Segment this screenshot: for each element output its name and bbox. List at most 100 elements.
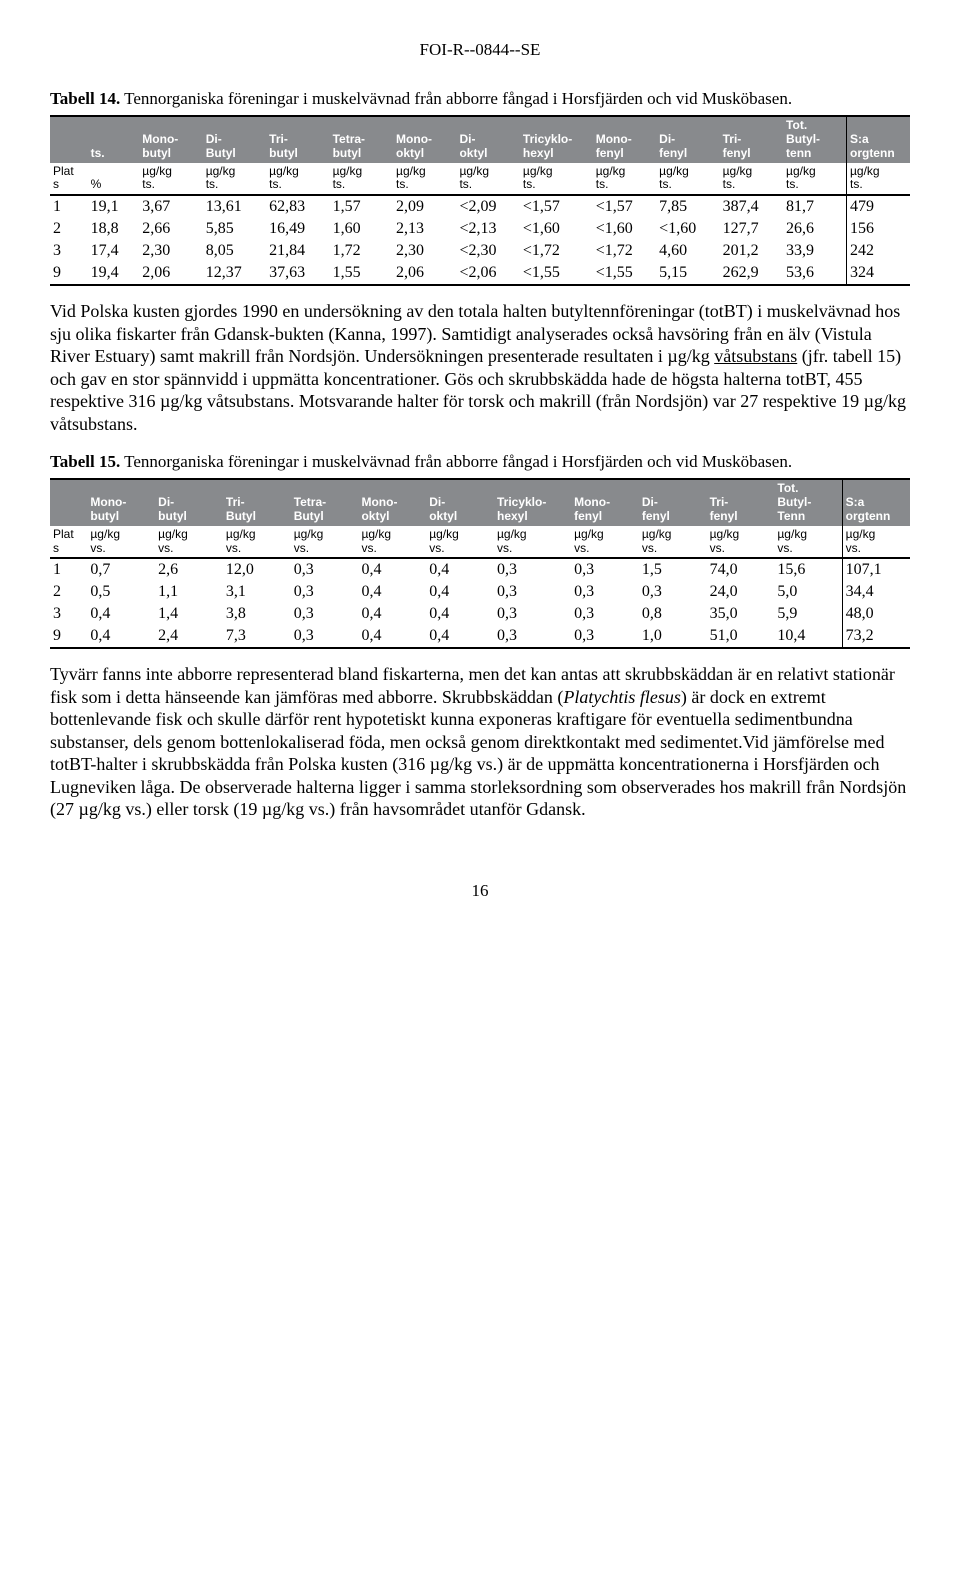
paragraph-1: Vid Polska kusten gjordes 1990 en unders… bbox=[50, 300, 910, 435]
cell: 1,4 bbox=[155, 603, 223, 625]
cell: 37,63 bbox=[266, 262, 329, 285]
cell: 387,4 bbox=[720, 195, 783, 218]
table15-plat-label: Plats bbox=[50, 526, 87, 559]
table15-col-header: Mono-oktyl bbox=[358, 479, 426, 525]
table14-percent: % bbox=[88, 163, 140, 196]
table14-col-header: Di-Butyl bbox=[203, 116, 266, 162]
cell: 4,60 bbox=[656, 240, 719, 262]
cell: 201,2 bbox=[720, 240, 783, 262]
cell: 81,7 bbox=[783, 195, 846, 218]
cell: <1,60 bbox=[520, 218, 593, 240]
table15-header-row: Mono-butylDi-butylTri-ButylTetra-ButylMo… bbox=[50, 479, 910, 525]
cell: <2,13 bbox=[456, 218, 519, 240]
table-row: 218,82,665,8516,491,602,13<2,13<1,60<1,6… bbox=[50, 218, 910, 240]
row-id: 3 bbox=[50, 240, 88, 262]
cell: 2,09 bbox=[393, 195, 456, 218]
cell: 0,3 bbox=[571, 558, 639, 581]
cell: 12,0 bbox=[223, 558, 291, 581]
cell: 2,06 bbox=[139, 262, 202, 285]
cell: 7,3 bbox=[223, 625, 291, 648]
table-row: 317,42,308,0521,841,722,30<2,30<1,72<1,7… bbox=[50, 240, 910, 262]
cell: 5,9 bbox=[774, 603, 842, 625]
table14-unit-cell: µg/kgts. bbox=[139, 163, 202, 196]
cell: 0,4 bbox=[87, 603, 155, 625]
table15-col-header: S:aorgtenn bbox=[842, 479, 910, 525]
table14-col-header: Di-oktyl bbox=[456, 116, 519, 162]
table14-col-header: Mono-oktyl bbox=[393, 116, 456, 162]
table14: ts. Mono-butylDi-ButylTri-butylTetra-but… bbox=[50, 115, 910, 286]
paragraph-2: Tyvärr fanns inte abborre representerad … bbox=[50, 663, 910, 821]
cell: 16,49 bbox=[266, 218, 329, 240]
cell: 2,06 bbox=[393, 262, 456, 285]
cell: 13,61 bbox=[203, 195, 266, 218]
cell: 2,6 bbox=[155, 558, 223, 581]
cell: 7,85 bbox=[656, 195, 719, 218]
table15-caption: Tabell 15. Tennorganiska föreningar i mu… bbox=[50, 451, 910, 472]
cell: 0,4 bbox=[426, 603, 494, 625]
cell: 10,4 bbox=[774, 625, 842, 648]
cell: 242 bbox=[846, 240, 910, 262]
table-row: 30,41,43,80,30,40,40,30,30,835,05,948,0 bbox=[50, 603, 910, 625]
para1-underline: våtsubstans bbox=[714, 346, 797, 366]
cell: 74,0 bbox=[707, 558, 775, 581]
cell: 1,55 bbox=[330, 262, 393, 285]
table15-caption-bold: Tabell 15. bbox=[50, 452, 120, 471]
row-id: 1 bbox=[50, 195, 88, 218]
cell: 0,4 bbox=[426, 558, 494, 581]
table14-unit-cell: µg/kgts. bbox=[720, 163, 783, 196]
table15-hdr-empty bbox=[50, 479, 87, 525]
row-id: 9 bbox=[50, 625, 87, 648]
cell: 3,67 bbox=[139, 195, 202, 218]
table14-unit-cell: µg/kgts. bbox=[393, 163, 456, 196]
cell: 0,3 bbox=[291, 603, 359, 625]
cell: 24,0 bbox=[707, 581, 775, 603]
table14-hdr-empty bbox=[50, 116, 88, 162]
cell: 33,9 bbox=[783, 240, 846, 262]
cell: 0,3 bbox=[494, 581, 571, 603]
table14-col-header: Tri-fenyl bbox=[720, 116, 783, 162]
row-id: 1 bbox=[50, 558, 87, 581]
cell: <1,60 bbox=[656, 218, 719, 240]
table15-col-header: Mono-fenyl bbox=[571, 479, 639, 525]
table15-col-header: Mono-butyl bbox=[87, 479, 155, 525]
table14-unit-cell: µg/kgts. bbox=[783, 163, 846, 196]
table15-unit-cell: µg/kgvs. bbox=[494, 526, 571, 559]
table15-unit-cell: µg/kgvs. bbox=[155, 526, 223, 559]
cell: <1,57 bbox=[593, 195, 656, 218]
cell: 156 bbox=[846, 218, 910, 240]
table14-unit-cell: µg/kgts. bbox=[203, 163, 266, 196]
cell: 0,3 bbox=[291, 558, 359, 581]
table14-unit-cell: µg/kgts. bbox=[456, 163, 519, 196]
table15-unit-cell: µg/kgvs. bbox=[87, 526, 155, 559]
cell: 324 bbox=[846, 262, 910, 285]
cell: 0,4 bbox=[358, 558, 426, 581]
page-number: 16 bbox=[50, 881, 910, 901]
cell: 2,30 bbox=[139, 240, 202, 262]
cell: 34,4 bbox=[842, 581, 910, 603]
table-row: 90,42,47,30,30,40,40,30,31,051,010,473,2 bbox=[50, 625, 910, 648]
table14-unit-cell: µg/kgts. bbox=[266, 163, 329, 196]
cell: 1,1 bbox=[155, 581, 223, 603]
table15-col-header: Di-fenyl bbox=[639, 479, 707, 525]
cell: 0,3 bbox=[291, 625, 359, 648]
table14-hdr-ts: ts. bbox=[88, 116, 140, 162]
table-row: 919,42,0612,3737,631,552,06<2,06<1,55<1,… bbox=[50, 262, 910, 285]
cell: <1,55 bbox=[520, 262, 593, 285]
table14-unit-cell: µg/kgts. bbox=[330, 163, 393, 196]
table15-unit-cell: µg/kgvs. bbox=[707, 526, 775, 559]
table14-col-header: S:aorgtenn bbox=[846, 116, 910, 162]
table-row: 20,51,13,10,30,40,40,30,30,324,05,034,4 bbox=[50, 581, 910, 603]
cell: <1,60 bbox=[593, 218, 656, 240]
cell: <1,57 bbox=[520, 195, 593, 218]
table14-col-header: Tetra-butyl bbox=[330, 116, 393, 162]
cell: 73,2 bbox=[842, 625, 910, 648]
table15-col-header: Tot.Butyl-Tenn bbox=[774, 479, 842, 525]
table14-caption-rest: Tennorganiska föreningar i muskelvävnad … bbox=[120, 89, 792, 108]
cell: 3,8 bbox=[223, 603, 291, 625]
cell: 1,5 bbox=[639, 558, 707, 581]
table14-unit-cell: µg/kgts. bbox=[656, 163, 719, 196]
table15-col-header: Tetra-Butyl bbox=[291, 479, 359, 525]
cell: 1,0 bbox=[639, 625, 707, 648]
cell: 0,4 bbox=[426, 581, 494, 603]
table14-caption: Tabell 14. Tennorganiska föreningar i mu… bbox=[50, 88, 910, 109]
